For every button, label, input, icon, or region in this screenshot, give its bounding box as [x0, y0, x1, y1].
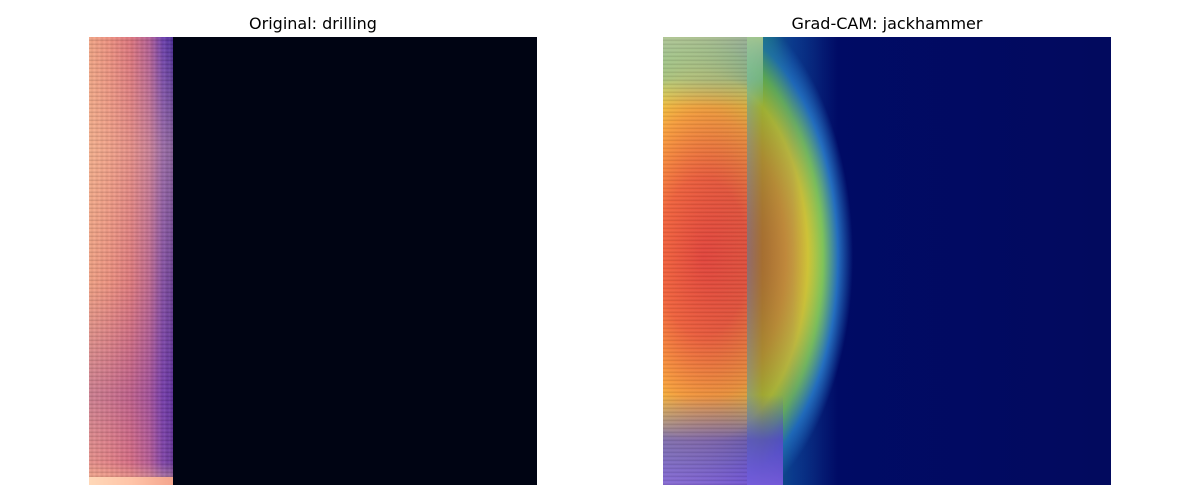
gradcam-panel-title: Grad-CAM: jackhammer: [791, 14, 983, 33]
gradcam-overlay-image: [663, 37, 1111, 485]
spectrogram-low-frequency-band: [89, 477, 173, 485]
gradcam-top-region: [663, 37, 763, 107]
original-panel-title: Original: drilling: [249, 14, 377, 33]
gradcam-spectrogram-texture: [663, 37, 747, 485]
gradcam-bottom-region: [663, 395, 783, 485]
spectrogram-signal-region: [89, 37, 173, 485]
original-spectrogram-image: [89, 37, 537, 485]
